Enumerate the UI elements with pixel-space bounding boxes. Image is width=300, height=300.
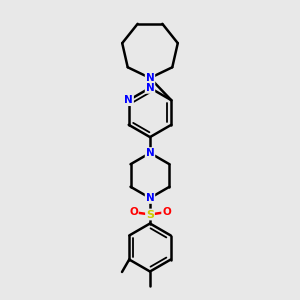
Text: S: S	[146, 209, 154, 220]
Text: N: N	[146, 148, 154, 158]
Text: N: N	[146, 193, 154, 203]
Text: O: O	[129, 207, 138, 217]
Text: O: O	[162, 207, 171, 217]
Text: N: N	[146, 73, 154, 83]
Text: N: N	[124, 95, 133, 105]
Text: N: N	[146, 83, 154, 93]
